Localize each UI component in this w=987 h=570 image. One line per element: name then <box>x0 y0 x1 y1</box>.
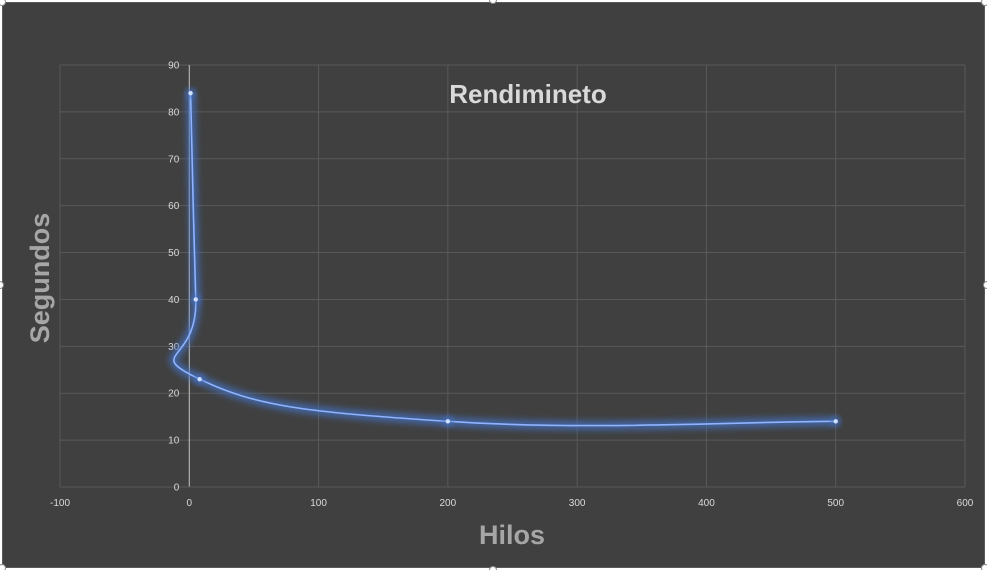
data-point[interactable] <box>833 419 838 424</box>
y-tick-label: 20 <box>168 389 180 400</box>
scatter-chart: 0 10 20 30 40 50 60 70 80 90 -100 0 100 200 300 400 500 6… <box>25 61 974 551</box>
resize-handle-bottom-right[interactable] <box>981 564 987 570</box>
resize-handle-bottom-center[interactable] <box>489 566 497 570</box>
x-tick-label: 100 <box>310 498 327 509</box>
resize-handle-middle-right[interactable] <box>983 281 987 289</box>
series-line <box>173 93 836 427</box>
x-tick-label: 400 <box>698 498 715 509</box>
x-tick-label: 200 <box>440 498 457 509</box>
x-tick-label: 500 <box>827 498 844 509</box>
y-tick-label: 10 <box>168 436 180 447</box>
resize-handle-top-right[interactable] <box>981 0 987 6</box>
y-tick-label: 80 <box>168 107 180 118</box>
series-layer <box>169 88 841 431</box>
x-tick-label: 600 <box>957 498 974 509</box>
x-tick-label: -100 <box>50 498 70 509</box>
y-tick-label: 50 <box>168 248 180 259</box>
y-tick-label: 30 <box>168 342 180 353</box>
y-tick-label: 0 <box>174 483 180 494</box>
data-point[interactable] <box>445 419 451 424</box>
data-point[interactable] <box>197 376 202 382</box>
y-tick-label: 40 <box>168 295 180 306</box>
data-point[interactable] <box>188 90 193 96</box>
y-tick-label: 90 <box>168 61 180 72</box>
resize-handle-bottom-left[interactable] <box>0 564 6 570</box>
chart-title[interactable]: Rendimineto <box>449 79 606 109</box>
x-tick-label: 300 <box>569 498 586 509</box>
tick-labels: 0 10 20 30 40 50 60 70 80 90 -100 0 100 200 300 400 500 6… <box>50 61 974 510</box>
x-tick-label: 0 <box>187 498 193 509</box>
data-point[interactable] <box>193 297 198 302</box>
y-tick-label: 60 <box>168 201 180 212</box>
series-line-glow <box>169 93 836 431</box>
resize-handle-top-left[interactable] <box>0 0 6 6</box>
y-axis-title[interactable]: Segundos <box>25 213 55 344</box>
y-tick-label: 70 <box>168 154 180 165</box>
x-axis-title[interactable]: Hilos <box>479 520 545 550</box>
